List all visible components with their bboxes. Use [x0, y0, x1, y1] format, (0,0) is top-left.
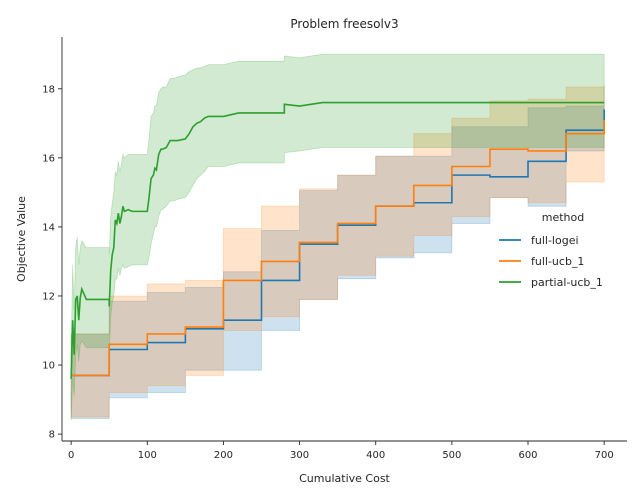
line-full-ucb_1 [71, 119, 605, 377]
x-tick-label: 200 [214, 450, 233, 461]
line-partial-ucb_1 [70, 101, 605, 379]
y-tick-label: 14 [42, 222, 55, 233]
legend-title: method [542, 211, 584, 224]
legend-label-full-ucb_1: full-ucb_1 [531, 255, 584, 268]
y-tick-label: 16 [42, 153, 55, 164]
y-tick-label: 12 [42, 291, 55, 302]
x-tick-label: 700 [595, 450, 614, 461]
x-tick-label: 400 [366, 450, 385, 461]
y-tick-label: 18 [42, 84, 55, 95]
confidence-bands [70, 53, 605, 421]
x-tick-label: 100 [138, 450, 157, 461]
x-axis-label: Cumulative Cost [299, 472, 390, 485]
ticks: 0 100 200 300 400 500 600 700 8 10 12 14 16 18 [42, 84, 613, 461]
legend-label-partial-ucb_1: partial-ucb_1 [531, 276, 603, 289]
x-tick-label: 600 [518, 450, 537, 461]
legend: method full-logei full-ucb_1 partial-ucb_1 [499, 211, 603, 289]
series-lines [70, 101, 605, 379]
y-tick-label: 8 [49, 430, 55, 441]
chart-title: Problem freesolv3 [290, 17, 398, 31]
x-tick-label: 0 [68, 450, 74, 461]
legend-label-full-logei: full-logei [531, 234, 579, 247]
x-tick-label: 500 [442, 450, 461, 461]
x-tick-label: 300 [290, 450, 309, 461]
y-axis-label: Objective Value [15, 196, 28, 282]
y-tick-label: 10 [42, 361, 55, 372]
axes [61, 37, 627, 442]
band-partial-ucb_1 [70, 53, 605, 421]
